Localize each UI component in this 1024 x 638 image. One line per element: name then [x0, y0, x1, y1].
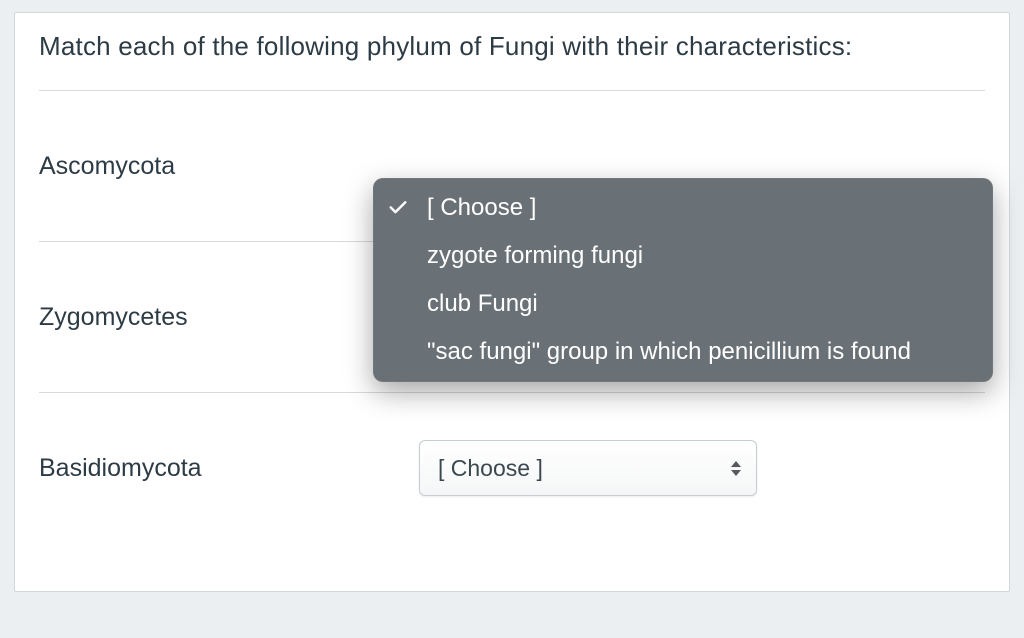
select-box[interactable]: [ Choose ]	[419, 440, 757, 496]
row-label-zygomycetes: Zygomycetes	[39, 303, 419, 332]
updown-icon	[729, 457, 743, 479]
row-label-ascomycota: Ascomycota	[39, 152, 419, 181]
dropdown-option-label: [ Choose ]	[427, 194, 536, 222]
select-placeholder: [ Choose ]	[438, 455, 543, 482]
dropdown-option-choose[interactable]: [ Choose ]	[373, 184, 993, 232]
row-label-basidiomycota: Basidiomycota	[39, 454, 419, 483]
question-text: Match each of the following phylum of Fu…	[39, 26, 985, 66]
dropdown-option-sac[interactable]: "sac fungi" group in which penicillium i…	[373, 328, 993, 376]
question-card: Match each of the following phylum of Fu…	[14, 12, 1010, 592]
dropdown-option-label: club Fungi	[427, 290, 538, 318]
dropdown-option-zygote[interactable]: zygote forming fungi	[373, 232, 993, 280]
dropdown-option-label: zygote forming fungi	[427, 242, 643, 270]
dropdown-option-club[interactable]: club Fungi	[373, 280, 993, 328]
check-icon	[387, 196, 409, 218]
answer-select-basidiomycota[interactable]: [ Choose ]	[419, 440, 757, 496]
match-row: Basidiomycota [ Choose ]	[39, 392, 985, 543]
dropdown-option-label: "sac fungi" group in which penicillium i…	[427, 338, 911, 366]
dropdown-menu[interactable]: [ Choose ] zygote forming fungi club Fun…	[373, 178, 993, 382]
